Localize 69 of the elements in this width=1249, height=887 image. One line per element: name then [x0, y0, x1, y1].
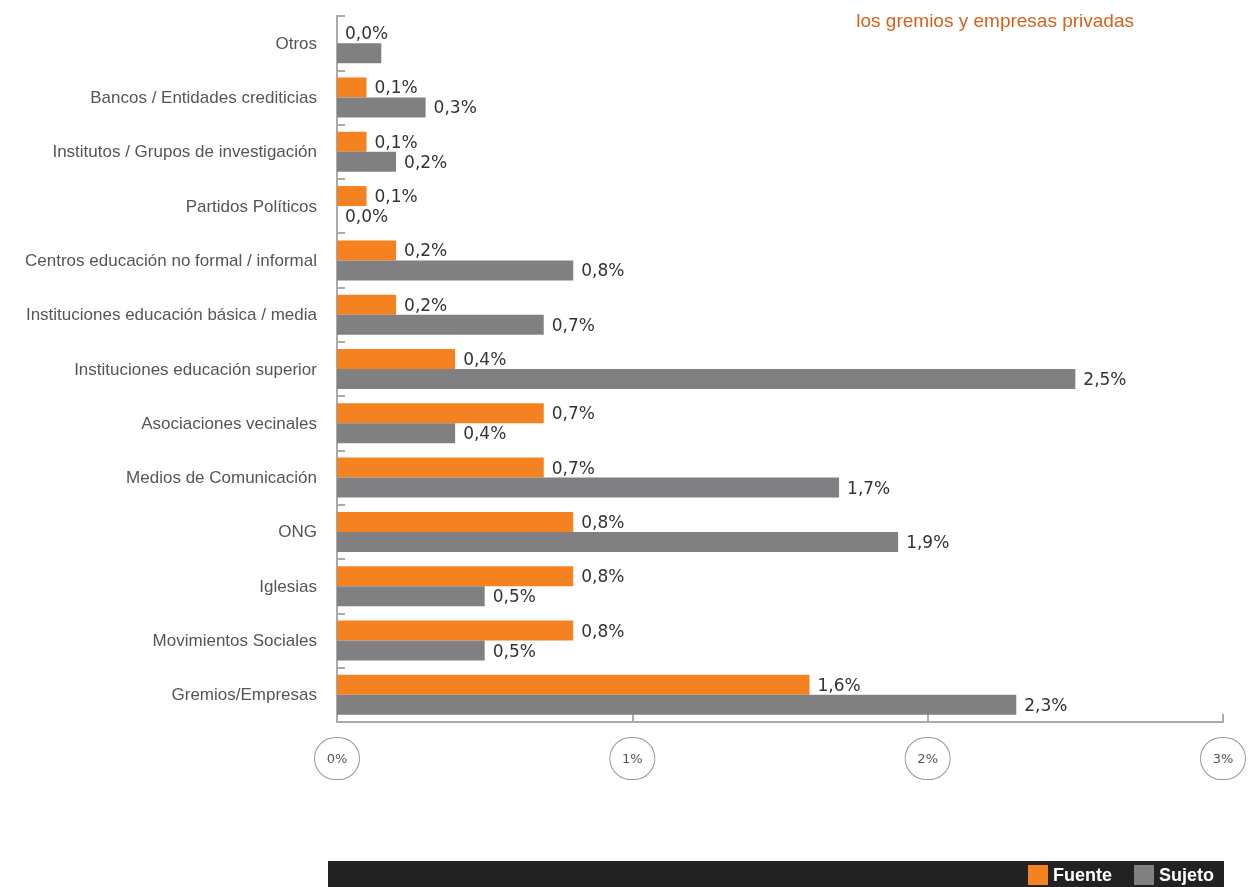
- bar: [337, 314, 544, 335]
- bar: [337, 43, 382, 64]
- legend-label: Sujeto: [1159, 865, 1215, 885]
- data-label: 0,8%: [581, 566, 625, 587]
- data-label: 0,7%: [551, 403, 595, 424]
- data-label: 0,2%: [404, 240, 448, 261]
- x-tick-label: 1%: [622, 751, 643, 766]
- data-label: 0,1%: [374, 77, 418, 98]
- data-label: 0,1%: [374, 186, 418, 207]
- bar: [337, 566, 574, 587]
- bar: [337, 640, 485, 661]
- y-tick-label: Movimientos Sociales: [152, 631, 317, 651]
- bar: [337, 349, 456, 369]
- bar: [337, 674, 810, 695]
- y-tick-label: Instituciones educación básica / media: [25, 305, 318, 325]
- y-tick-label: Institutos / Grupos de investigación: [52, 142, 317, 162]
- data-label: 0,2%: [404, 294, 448, 315]
- x-tick-label: 2%: [917, 751, 938, 766]
- bar: [337, 186, 367, 207]
- bar: [337, 531, 899, 552]
- y-tick-label: Medios de Comunicación: [126, 468, 317, 488]
- bar: [337, 403, 544, 424]
- data-label: 0,7%: [551, 314, 595, 335]
- y-tick-label: Partidos Políticos: [185, 196, 317, 216]
- data-label: 2,5%: [1083, 369, 1127, 389]
- bar: [337, 586, 485, 607]
- data-label: 0,8%: [581, 260, 625, 281]
- bar: [337, 294, 397, 315]
- y-tick-label: Instituciones educación superior: [74, 359, 318, 379]
- data-label: 1,6%: [817, 674, 861, 695]
- bar: [337, 260, 574, 281]
- data-label: 0,4%: [463, 349, 507, 369]
- x-tick-label: 3%: [1212, 751, 1234, 766]
- bar: [337, 151, 397, 172]
- data-label: 0,8%: [581, 620, 625, 641]
- data-label: 0,3%: [433, 97, 477, 118]
- data-label: 1,9%: [906, 531, 950, 552]
- data-label: 1,7%: [847, 477, 891, 498]
- bar: [337, 511, 574, 532]
- y-tick-label: Otros: [275, 33, 317, 53]
- y-tick-label: Centros educación no formal / informal: [25, 250, 317, 270]
- data-label: 0,0%: [345, 23, 389, 44]
- y-tick-label: ONG: [278, 522, 317, 542]
- bar: [337, 423, 456, 444]
- data-label: 0,2%: [404, 151, 448, 172]
- data-label: 0,4%: [463, 423, 507, 444]
- chart-title: los gremios y empresas privadas: [856, 10, 1134, 31]
- data-label: 0,5%: [492, 640, 536, 661]
- bar: [337, 620, 574, 641]
- bar: [337, 77, 367, 98]
- data-label: 0,8%: [581, 511, 625, 532]
- legend-label: Fuente: [1053, 865, 1113, 885]
- y-tick-label: Gremios/Empresas: [171, 685, 317, 705]
- y-tick-label: Asociaciones vecinales: [141, 413, 317, 433]
- data-label: 0,1%: [374, 131, 418, 152]
- data-label: 0,7%: [551, 457, 595, 478]
- bar: [337, 369, 1076, 389]
- bar: [337, 131, 367, 152]
- bar: [337, 97, 426, 118]
- bar: [337, 694, 1017, 715]
- y-tick-label: Bancos / Entidades crediticias: [90, 87, 317, 107]
- bar: [337, 477, 840, 498]
- data-label: 0,0%: [345, 206, 389, 227]
- x-tick-label: 0%: [326, 751, 348, 766]
- data-label: 0,5%: [492, 586, 536, 607]
- y-tick-label: Iglesias: [259, 576, 317, 596]
- bar: [337, 240, 397, 261]
- bar: [337, 457, 544, 478]
- data-label: 2,3%: [1024, 694, 1068, 715]
